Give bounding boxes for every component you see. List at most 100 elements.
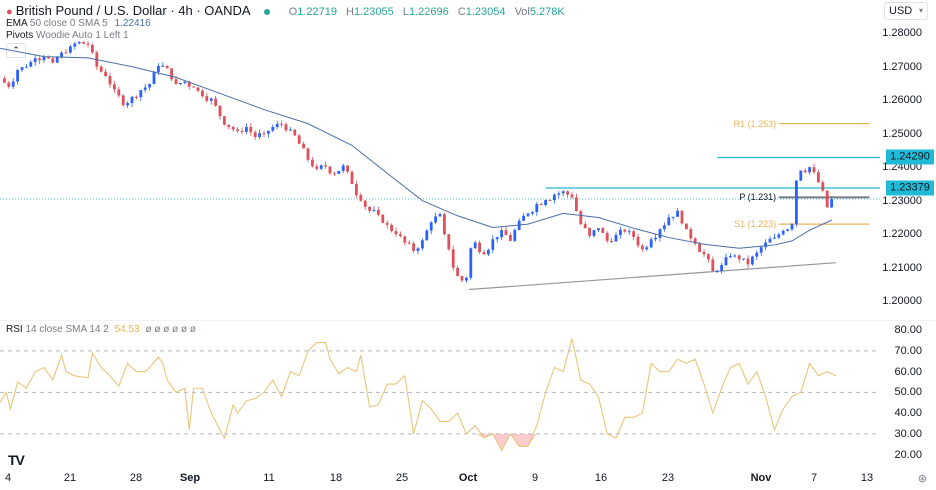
candle xyxy=(385,222,389,225)
candle xyxy=(548,200,552,202)
candle xyxy=(429,222,433,231)
gear-icon[interactable]: ⊛ xyxy=(917,473,927,485)
candle xyxy=(359,195,363,201)
candle xyxy=(16,70,19,82)
candle xyxy=(69,46,72,53)
ema-legend[interactable]: EMA 50 close 0 SMA 5 1.22416 xyxy=(6,18,151,29)
candle xyxy=(368,206,371,211)
candle xyxy=(526,213,530,216)
ema-line xyxy=(0,47,832,249)
candle xyxy=(535,204,539,213)
candle xyxy=(610,240,613,242)
candle xyxy=(627,231,631,233)
candle xyxy=(267,130,270,134)
candle xyxy=(443,214,446,235)
candle xyxy=(174,79,178,85)
candle xyxy=(192,86,195,88)
candle xyxy=(231,126,235,130)
currency-select[interactable]: USD ▾ xyxy=(884,2,928,20)
candle xyxy=(412,243,415,251)
candle xyxy=(148,84,151,88)
candle xyxy=(751,256,754,265)
time-tick: Sep xyxy=(179,472,201,484)
candle xyxy=(187,81,191,87)
rsi-legend[interactable]: RSI 14 close SMA 14 2 54.53 ø ø ø ø ø ø xyxy=(6,324,196,335)
price-tick: 1.28000 xyxy=(882,27,922,40)
candle xyxy=(170,68,173,80)
candle xyxy=(737,255,741,260)
candle xyxy=(262,133,266,135)
candle xyxy=(372,209,376,211)
rsi-tick: 60.00 xyxy=(894,365,922,378)
market-status-icon xyxy=(263,8,270,15)
collapse-legend-button[interactable]: ⌃ xyxy=(6,43,26,58)
candle xyxy=(619,229,622,235)
candle xyxy=(104,71,107,77)
candle xyxy=(60,52,63,58)
price-tick: 1.22000 xyxy=(882,228,922,241)
rsi-tick: 70.00 xyxy=(894,344,922,357)
candle xyxy=(663,225,666,230)
candle xyxy=(157,65,160,73)
candle xyxy=(579,211,583,225)
candle xyxy=(698,243,701,252)
time-tick: 25 xyxy=(395,472,409,484)
candle xyxy=(253,132,257,138)
candle xyxy=(258,133,261,138)
chevron-up-icon: ⌃ xyxy=(12,45,20,55)
price-tick: 1.23000 xyxy=(882,194,922,207)
symbol-flag-icon: ● xyxy=(6,6,13,18)
price-tick: 1.20000 xyxy=(882,295,922,308)
candle xyxy=(117,89,121,96)
candle xyxy=(324,165,327,167)
candle xyxy=(25,66,28,68)
tradingview-logo[interactable]: TV xyxy=(8,452,25,468)
symbol-title[interactable]: British Pound / U.S. Dollar · 4h · OANDA xyxy=(15,3,251,18)
candle xyxy=(7,82,11,87)
candle xyxy=(553,194,556,201)
candle xyxy=(491,239,495,250)
candle xyxy=(451,249,455,268)
candle xyxy=(121,95,125,106)
candle xyxy=(33,58,37,63)
candle xyxy=(249,126,253,133)
candle xyxy=(566,191,569,195)
time-tick: Nov xyxy=(750,472,772,484)
candle xyxy=(720,265,723,271)
candle xyxy=(469,248,473,278)
candle xyxy=(830,199,833,208)
candle xyxy=(399,234,402,237)
chevron-down-icon: ▾ xyxy=(918,6,923,15)
time-tick: 4 xyxy=(4,472,12,484)
candle xyxy=(645,247,649,250)
candle xyxy=(711,259,715,272)
candle xyxy=(240,130,244,132)
candle xyxy=(473,242,477,249)
candle xyxy=(42,56,46,61)
candle xyxy=(583,224,587,228)
time-tick: 21 xyxy=(63,472,77,484)
candle xyxy=(51,58,55,63)
candle xyxy=(460,276,464,281)
pivots-legend[interactable]: Pivots Woodie Auto 1 Left 1 xyxy=(6,30,129,41)
candle xyxy=(733,255,737,257)
candle xyxy=(544,200,547,206)
candle xyxy=(438,214,442,217)
candle xyxy=(561,191,565,194)
candle xyxy=(777,234,781,238)
candle xyxy=(209,98,213,101)
candle xyxy=(73,43,77,47)
candle xyxy=(575,197,578,212)
candle xyxy=(799,170,803,181)
candle xyxy=(495,237,499,240)
price-tick: 1.26000 xyxy=(882,94,922,107)
candle xyxy=(654,237,657,240)
candle xyxy=(707,254,710,260)
candle xyxy=(729,256,732,258)
pane-separator[interactable] xyxy=(0,320,936,321)
rsi-tick: 50.00 xyxy=(894,386,922,399)
candle xyxy=(786,229,789,231)
candle xyxy=(126,103,129,106)
candle xyxy=(223,116,226,125)
